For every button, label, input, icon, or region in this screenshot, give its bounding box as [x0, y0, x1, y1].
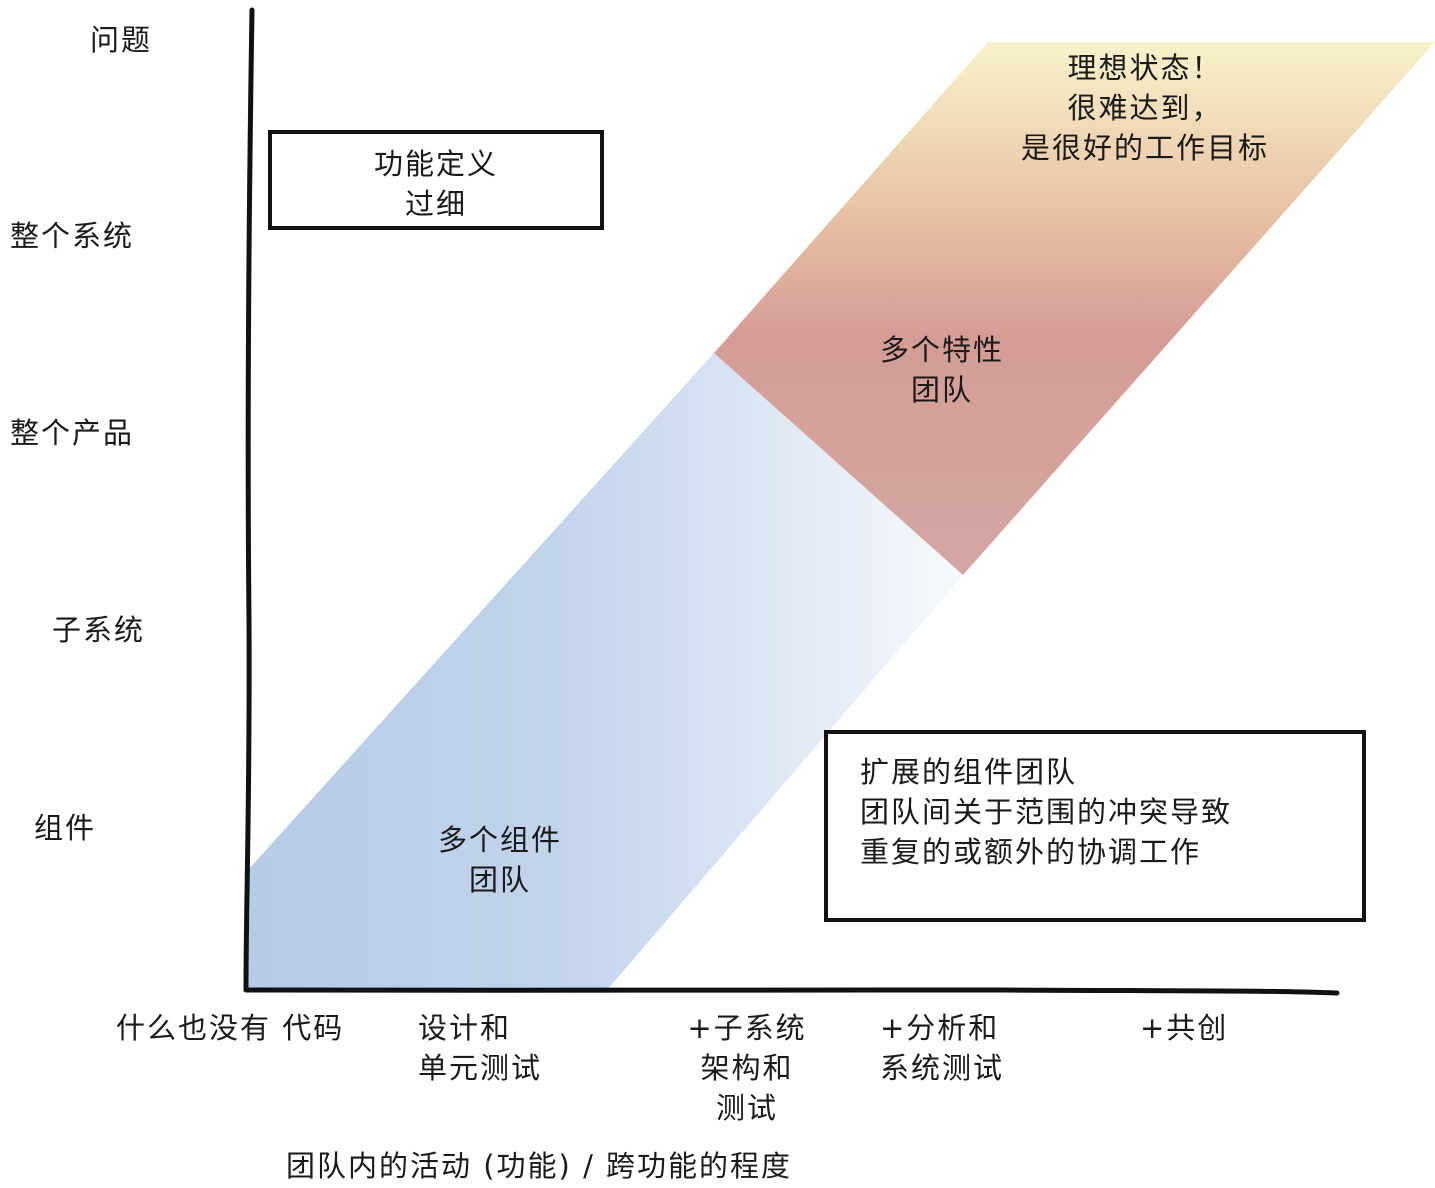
component-teams-band — [248, 353, 963, 990]
y-label-whole-product: 整个产品 — [10, 416, 135, 450]
y-axis-line — [243, 7, 255, 993]
x-axis-line — [243, 987, 1340, 996]
x-label-subsystem-arch-test: +子系统 架构和 测试 — [687, 1011, 807, 1125]
y-label-subsystem: 子系统 — [52, 613, 146, 647]
x-label-cocreation: +共创 — [1140, 1011, 1229, 1045]
extended-component-callout: 扩展的组件团队 团队间关于范围的冲突导致 重复的或额外的协调工作 — [824, 730, 1366, 922]
too-narrow-callout: 功能定义 过细 — [268, 130, 604, 230]
y-label-whole-system: 整个系统 — [10, 219, 135, 253]
feature-teams-band — [714, 42, 1435, 575]
y-label-component: 组件 — [34, 811, 97, 845]
x-axis-title: 团队内的活动 (功能) / 跨功能的程度 — [286, 1149, 793, 1183]
ideal-state-label: 理想状态！ 很难达到， 是很好的工作目标 — [1020, 51, 1269, 165]
x-label-nothing-code: 什么也没有 代码 — [116, 1011, 345, 1045]
y-label-problem: 问题 — [90, 23, 153, 57]
x-label-design-unit-test: 设计和 单元测试 — [418, 1011, 543, 1085]
extended-component-text: 扩展的组件团队 团队间关于范围的冲突导致 重复的或额外的协调工作 — [860, 755, 1233, 869]
x-label-analysis-system-test: +分析和 系统测试 — [880, 1011, 1005, 1085]
feature-teams-label: 多个特性 团队 — [879, 333, 1004, 407]
too-narrow-text: 功能定义 过细 — [373, 147, 498, 221]
component-teams-label: 多个组件 团队 — [437, 823, 562, 897]
